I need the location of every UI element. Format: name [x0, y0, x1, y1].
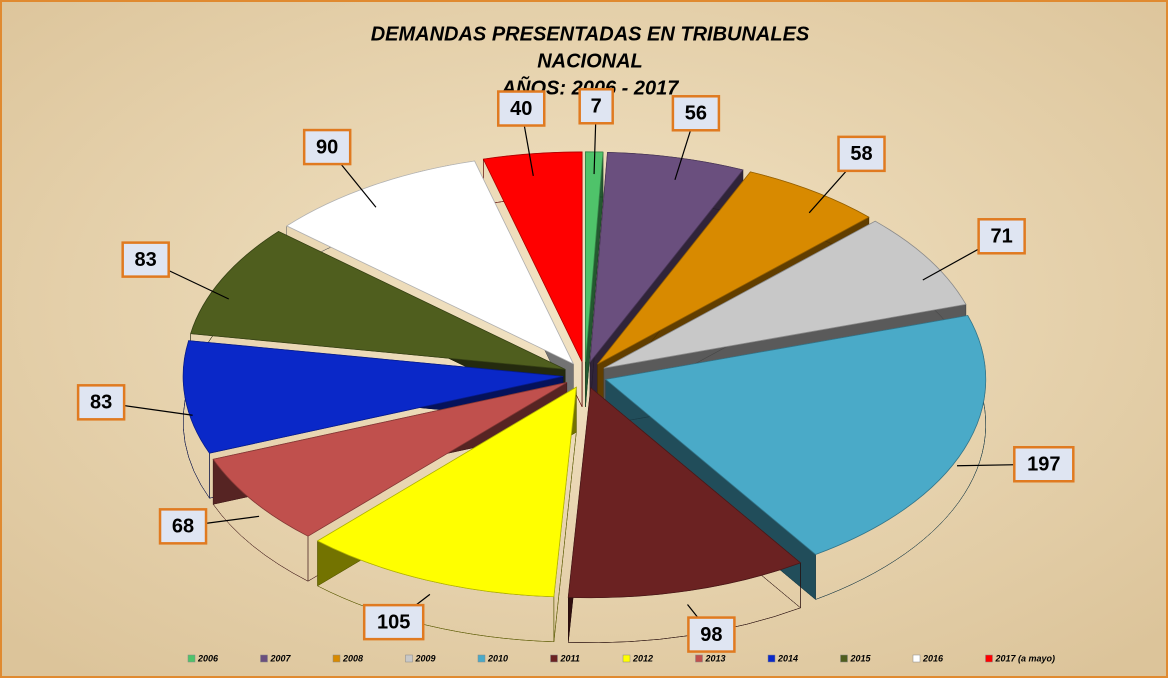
legend-label: 2014 — [777, 653, 798, 663]
legend-label: 2015 — [850, 653, 872, 663]
label-box — [671, 95, 721, 132]
slice-top — [316, 386, 577, 598]
data-label: 7 — [591, 96, 602, 118]
slice-top — [589, 151, 744, 364]
data-label: 90 — [316, 136, 338, 158]
slice-top — [190, 230, 566, 370]
data-label: 98 — [700, 624, 722, 646]
slice — [182, 340, 564, 499]
legend-swatch — [767, 654, 776, 663]
legend-label: 2009 — [415, 653, 436, 663]
data-label: 56 — [685, 103, 707, 125]
slice-top — [604, 315, 987, 555]
slice-top — [212, 382, 568, 537]
slice — [316, 386, 577, 643]
legend-swatch — [695, 654, 703, 663]
label-box — [1013, 446, 1075, 483]
legend-label: 2016 — [922, 653, 944, 663]
slice — [482, 151, 583, 408]
label-box — [687, 616, 736, 653]
slice-top — [597, 171, 870, 365]
data-label: 83 — [90, 392, 112, 414]
data-label: 197 — [1027, 454, 1060, 476]
data-label: 71 — [991, 226, 1013, 248]
legend-swatch — [405, 654, 413, 663]
legend-label: 2011 — [560, 653, 580, 663]
label-box — [76, 384, 126, 421]
legend-swatch — [477, 654, 486, 663]
label-box — [362, 603, 425, 641]
legend-label: 2017 (a mayo) — [995, 653, 1056, 663]
data-label: 105 — [377, 611, 410, 633]
data-label: 58 — [850, 143, 872, 165]
label-box — [977, 218, 1026, 255]
slice — [285, 160, 575, 410]
slice-top — [603, 220, 967, 369]
legend-swatch — [622, 654, 631, 663]
slice — [604, 314, 987, 601]
legend-swatch — [550, 654, 558, 663]
label-box — [837, 135, 886, 173]
slice-top — [567, 386, 802, 599]
legend-swatch — [912, 654, 921, 663]
legend-swatch — [332, 654, 341, 663]
slice-top — [182, 340, 564, 454]
legend-label: 2006 — [197, 653, 219, 663]
label-box — [158, 508, 208, 545]
data-label: 83 — [135, 249, 157, 271]
data-label: 68 — [172, 516, 194, 538]
legend-label: 2007 — [270, 653, 292, 663]
slice — [567, 386, 802, 643]
data-label: 40 — [510, 98, 532, 120]
chart-title: DEMANDAS PRESENTADAS EN TRIBUNALES — [371, 23, 810, 45]
legend-swatch — [187, 654, 196, 663]
label-box — [496, 90, 546, 127]
legend-swatch — [840, 654, 848, 663]
slice-top — [285, 160, 575, 365]
slice — [585, 151, 604, 407]
legend-swatch — [985, 654, 993, 663]
slice-top — [482, 151, 583, 363]
legend-swatch — [260, 654, 268, 663]
label-box — [302, 128, 352, 166]
legend-label: 2010 — [487, 653, 508, 663]
legend-label: 2008 — [342, 653, 363, 663]
label-box — [578, 88, 614, 125]
label-box — [121, 241, 170, 278]
legend-label: 2012 — [632, 653, 653, 663]
slice — [212, 381, 568, 582]
chart-title: NACIONAL — [537, 50, 643, 72]
legend-label: 2013 — [705, 653, 726, 663]
